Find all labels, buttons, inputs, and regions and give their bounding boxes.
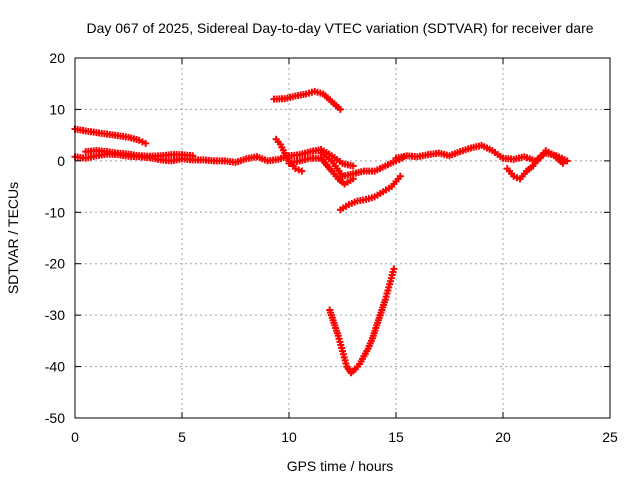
series-track-low-rise [336, 172, 404, 214]
chart-title: Day 067 of 2025, Sidereal Day-to-day VTE… [86, 20, 593, 36]
data-point [142, 139, 150, 147]
y-tick-label: -30 [45, 307, 65, 323]
y-tick-label: 10 [49, 101, 65, 117]
series-track-late-low [503, 147, 567, 183]
data-point [396, 172, 404, 180]
data-point [563, 157, 571, 165]
x-tick-label: 25 [602, 429, 618, 445]
series-track-dip-b [317, 149, 406, 180]
y-tick-label: 20 [49, 50, 65, 66]
plot-frame [74, 57, 611, 419]
x-tick-label: 0 [71, 429, 79, 445]
x-tick-label: 5 [178, 429, 186, 445]
axis-ticks: 0 5 10 15 20 25 -50 -40 -30 -20 -10 0 10 20 [45, 50, 618, 445]
data-point [390, 265, 398, 273]
y-tick-label: -50 [45, 410, 65, 426]
data-points [71, 87, 571, 377]
data-point [298, 167, 306, 175]
series-track-hump [270, 87, 344, 113]
x-tick-label: 10 [281, 429, 297, 445]
data-point [189, 152, 197, 160]
data-point [336, 105, 344, 113]
y-tick-label: -10 [45, 204, 65, 220]
data-point [559, 159, 567, 167]
x-tick-label: 20 [495, 429, 511, 445]
y-axis-label: SDTVAR / TECUs [5, 182, 21, 294]
series-track-main-upper [82, 147, 197, 160]
y-tick-label: -40 [45, 359, 65, 375]
data-point [349, 162, 357, 170]
series-track-late [392, 141, 571, 165]
x-tick-label: 15 [388, 429, 404, 445]
series-track-early-high [71, 125, 150, 147]
y-tick-label: -20 [45, 256, 65, 272]
series-track-dip-a [285, 154, 357, 188]
y-tick-label: 0 [57, 153, 65, 169]
series-track-main [71, 146, 357, 170]
x-axis-label: GPS time / hours [287, 458, 394, 474]
series-track-v-shape [326, 265, 398, 377]
